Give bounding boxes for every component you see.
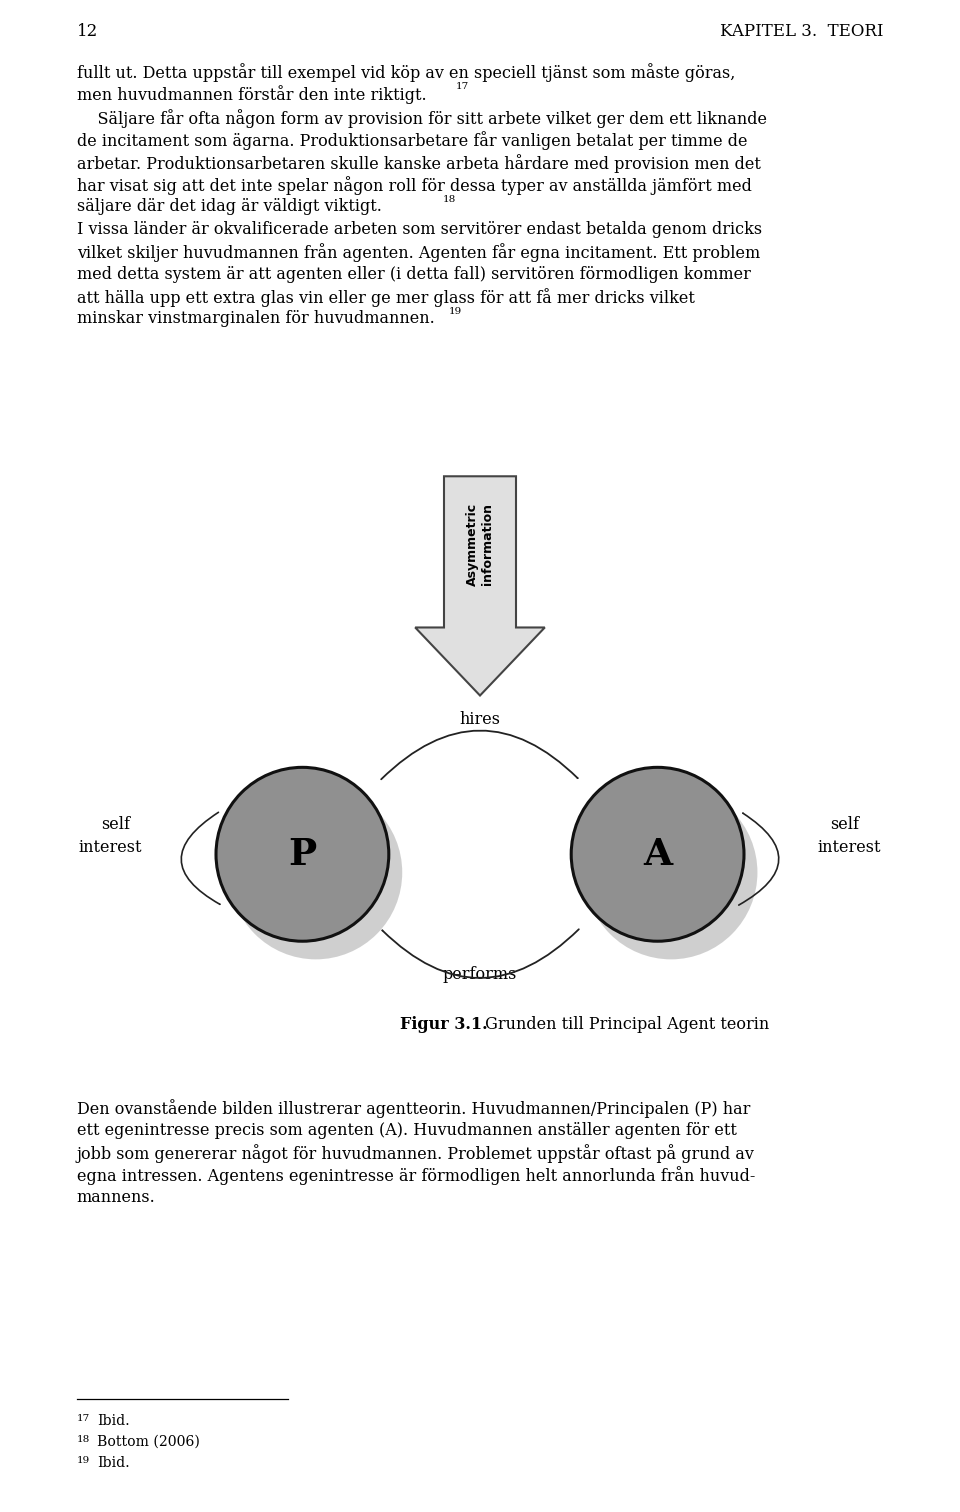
Text: I vissa länder är okvalificerade arbeten som servitörer endast betalda genom dri: I vissa länder är okvalificerade arbeten… <box>77 221 762 237</box>
Text: säljare där det idag är väldigt viktigt.: säljare där det idag är väldigt viktigt. <box>77 198 382 215</box>
Text: Ibid.: Ibid. <box>97 1456 130 1470</box>
Text: hires: hires <box>460 711 500 727</box>
Ellipse shape <box>216 767 389 940</box>
Text: Säljare får ofta någon form av provision för sitt arbete vilket ger dem ett likn: Säljare får ofta någon form av provision… <box>77 109 767 129</box>
Text: Bottom (2006): Bottom (2006) <box>97 1435 200 1448</box>
Polygon shape <box>415 476 544 696</box>
Ellipse shape <box>571 767 744 940</box>
FancyArrowPatch shape <box>382 930 579 978</box>
Text: 18: 18 <box>77 1435 90 1444</box>
Text: men huvudmannen förstår den inte riktigt.: men huvudmannen förstår den inte riktigt… <box>77 85 426 104</box>
FancyArrowPatch shape <box>739 813 779 906</box>
Text: att hälla upp ett extra glas vin eller ge mer glass för att få mer dricks vilket: att hälla upp ett extra glas vin eller g… <box>77 287 695 307</box>
Text: P: P <box>288 836 317 872</box>
FancyArrowPatch shape <box>181 812 220 904</box>
Text: 18: 18 <box>443 195 456 204</box>
FancyArrowPatch shape <box>381 730 578 779</box>
Text: 19: 19 <box>77 1456 90 1465</box>
Text: minskar vinstmarginalen för huvudmannen.: minskar vinstmarginalen för huvudmannen. <box>77 310 435 327</box>
Text: performs: performs <box>443 966 517 983</box>
Text: interest: interest <box>818 839 881 856</box>
Text: fullt ut. Detta uppstår till exempel vid köp av en speciell tjänst som måste gör: fullt ut. Detta uppstår till exempel vid… <box>77 64 735 83</box>
Text: mannens.: mannens. <box>77 1188 156 1205</box>
Text: egna intressen. Agentens egenintresse är förmodligen helt annorlunda från huvud-: egna intressen. Agentens egenintresse är… <box>77 1166 756 1185</box>
Text: med detta system är att agenten eller (i detta fall) servitören förmodligen komm: med detta system är att agenten eller (i… <box>77 266 751 283</box>
Text: Den ovanstående bilden illustrerar agentteorin. Huvudmannen/Principalen (P) har: Den ovanstående bilden illustrerar agent… <box>77 1099 750 1119</box>
Text: A: A <box>643 836 672 872</box>
Text: de incitament som ägarna. Produktionsarbetare får vanligen betalat per timme de: de incitament som ägarna. Produktionsarb… <box>77 132 747 150</box>
Text: Grunden till Principal Agent teorin: Grunden till Principal Agent teorin <box>480 1016 769 1033</box>
Text: KAPITEL 3.  TEORI: KAPITEL 3. TEORI <box>720 23 883 39</box>
Text: arbetar. Produktionsarbetaren skulle kanske arbeta hårdare med provision men det: arbetar. Produktionsarbetaren skulle kan… <box>77 154 760 172</box>
Text: Figur 3.1.: Figur 3.1. <box>400 1016 488 1033</box>
Text: Ibid.: Ibid. <box>97 1414 130 1427</box>
Text: 17: 17 <box>77 1414 90 1423</box>
Text: 19: 19 <box>449 307 463 316</box>
Text: ett egenintresse precis som agenten (A). Huvudmannen anställer agenten för ett: ett egenintresse precis som agenten (A).… <box>77 1122 736 1139</box>
Text: self: self <box>830 816 859 833</box>
Text: jobb som genererar något för huvudmannen. Problemet uppstår oftast på grund av: jobb som genererar något för huvudmannen… <box>77 1145 755 1163</box>
Text: interest: interest <box>79 839 142 856</box>
Text: vilket skiljer huvudmannen från agenten. Agenten får egna incitament. Ett proble: vilket skiljer huvudmannen från agenten.… <box>77 243 760 262</box>
Ellipse shape <box>229 786 402 960</box>
Text: har visat sig att det inte spelar någon roll för dessa typer av anställda jämför: har visat sig att det inte spelar någon … <box>77 175 752 195</box>
Text: 17: 17 <box>456 82 469 91</box>
Ellipse shape <box>585 786 757 960</box>
Text: self: self <box>101 816 130 833</box>
Text: 12: 12 <box>77 23 98 39</box>
Text: Asymmetric
information: Asymmetric information <box>466 503 494 585</box>
